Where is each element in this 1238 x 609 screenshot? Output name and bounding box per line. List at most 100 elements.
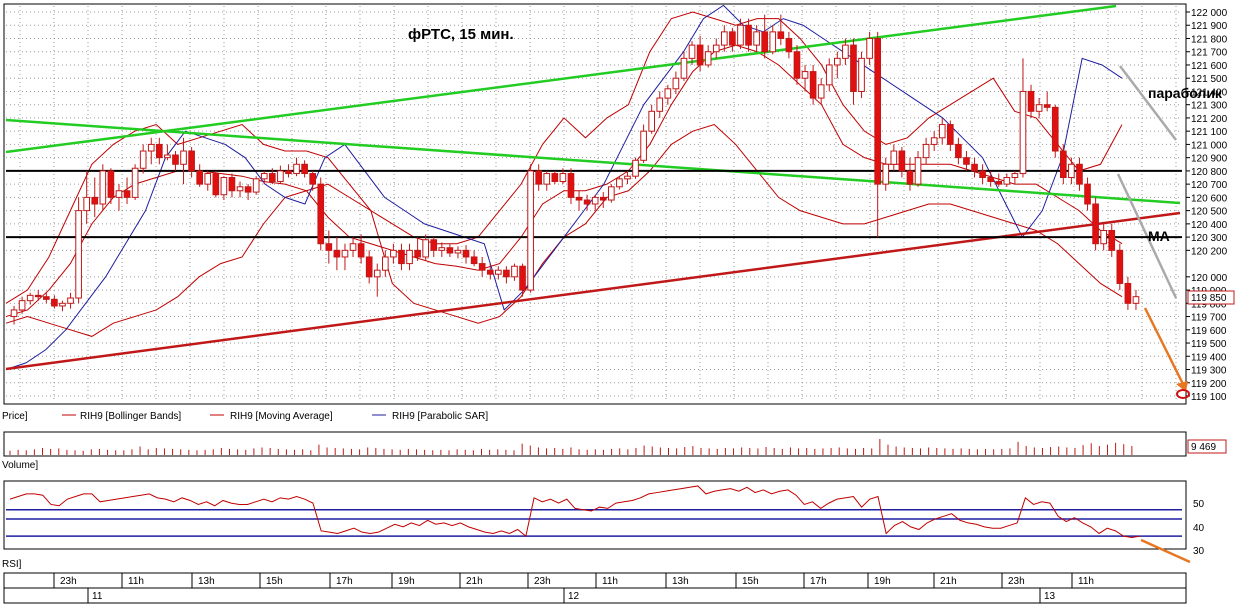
candle-bullish (131, 167, 139, 198)
price-tick-label: 121 700 (1191, 48, 1228, 59)
candle-bullish (438, 247, 446, 251)
candle-bullish (147, 143, 155, 152)
candle-bearish (1027, 90, 1035, 112)
candle-bearish (979, 170, 986, 179)
candle-bearish (123, 190, 131, 198)
price-tick-label: 119 100 (1191, 392, 1227, 403)
price-panel-label: Price] (2, 411, 28, 422)
candle-bullish (220, 177, 228, 196)
candle-bearish (874, 37, 882, 185)
candle-bearish (793, 51, 801, 79)
candle-bullish (1068, 163, 1075, 179)
candle-bearish (1076, 163, 1083, 185)
price-grid (6, 6, 1182, 402)
candle-bullish (139, 150, 147, 169)
candle-bearish (955, 143, 962, 159)
hour-label: 15h (742, 576, 759, 587)
candle-bullish (83, 196, 91, 212)
target-circle (1176, 389, 1190, 399)
trendline-red-support (5, 211, 1181, 371)
candle-bullish (527, 170, 534, 291)
hour-label: 21h (466, 576, 483, 587)
candlesticks (10, 14, 1140, 325)
candle-bearish (155, 143, 163, 159)
candle-bearish (583, 199, 591, 205)
price-tick-label: 122 000 (1191, 8, 1228, 19)
price-tick-label: 120 800 (1191, 167, 1228, 178)
candle-bullish (616, 178, 623, 188)
last-volume-label: 9 469 (1191, 442, 1216, 453)
candle-bullish (543, 173, 551, 185)
rsi-tick-label: 40 (1193, 523, 1205, 534)
candle-bearish (42, 296, 50, 300)
candle-bullish (632, 159, 639, 177)
candle-bearish (850, 44, 857, 92)
candle-bearish (51, 298, 58, 307)
candle-bullish (1011, 173, 1019, 179)
legend: Price] RIH9 [Bollinger Bands] RIH9 [Movi… (2, 411, 488, 422)
candle-bearish (244, 186, 252, 193)
rsi-tick-label: 50 (1193, 499, 1205, 510)
legend-bollinger: RIH9 [Bollinger Bands] (80, 411, 181, 422)
price-tick-label: 119 200 (1191, 379, 1227, 390)
day-label: 13 (1044, 591, 1056, 602)
candle-bullish (260, 173, 268, 180)
candle-bearish (470, 256, 478, 265)
candle-bearish (325, 243, 333, 251)
price-tick-label: 119 500 (1191, 339, 1227, 350)
candle-bullish (704, 51, 712, 66)
candle-bearish (196, 170, 204, 185)
price-tick-label: 120 600 (1191, 193, 1228, 204)
price-tick-label: 120 000 (1191, 273, 1228, 284)
candle-bearish (309, 173, 317, 185)
candle-bearish (745, 24, 752, 46)
price-tick-label: 121 900 (1191, 21, 1228, 32)
candle-bullish (164, 154, 171, 159)
candle-bullish (67, 297, 74, 304)
price-tick-label: 121 000 (1191, 140, 1228, 151)
annotation-parabolic: параболик (1148, 85, 1223, 101)
hour-label: 19h (874, 576, 891, 587)
price-tick-label: 120 400 (1191, 220, 1228, 231)
hour-label: 11h (128, 576, 144, 587)
candle-bearish (1108, 229, 1116, 251)
candle-bearish (478, 263, 486, 271)
last-price-label: 119 850 (1191, 293, 1227, 304)
candle-bearish (575, 196, 583, 201)
rsi-panel[interactable] (3, 480, 1187, 550)
candle-bullish (624, 175, 631, 180)
candle-bearish (486, 269, 494, 275)
price-tick-label: 120 300 (1191, 233, 1228, 244)
candle-bearish (462, 249, 470, 258)
trendline-green-lower (5, 118, 1181, 205)
candle-bullish (914, 157, 922, 185)
candle-bullish (825, 64, 833, 86)
hour-label: 13h (198, 576, 215, 587)
candle-bullish (204, 173, 212, 185)
price-tick-label: 119 600 (1191, 326, 1227, 337)
candle-bullish (858, 57, 865, 92)
candle-bullish (115, 190, 123, 198)
candle-bullish (559, 173, 567, 182)
hour-label: 15h (266, 576, 283, 587)
candle-bullish (1132, 296, 1140, 304)
candle-bearish (963, 157, 970, 165)
candle-bearish (1092, 203, 1099, 245)
candle-bearish (107, 170, 115, 198)
last-price-box (1187, 290, 1235, 305)
price-tick-label: 121 200 (1191, 114, 1228, 125)
candle-bearish (301, 163, 308, 175)
hour-label: 23h (534, 576, 551, 587)
candle-bearish (567, 173, 575, 198)
hour-label: 17h (810, 576, 827, 587)
candle-bearish (1124, 282, 1132, 304)
price-tick-label: 121 600 (1191, 61, 1228, 72)
candle-bullish (801, 71, 809, 79)
price-tick-label: 119 400 (1191, 352, 1227, 363)
candle-bullish (75, 210, 82, 299)
candle-bullish (866, 37, 873, 59)
candle-bearish (333, 249, 341, 258)
candle-bullish (390, 249, 397, 258)
candle-bullish (753, 31, 760, 46)
candle-bearish (946, 124, 954, 145)
